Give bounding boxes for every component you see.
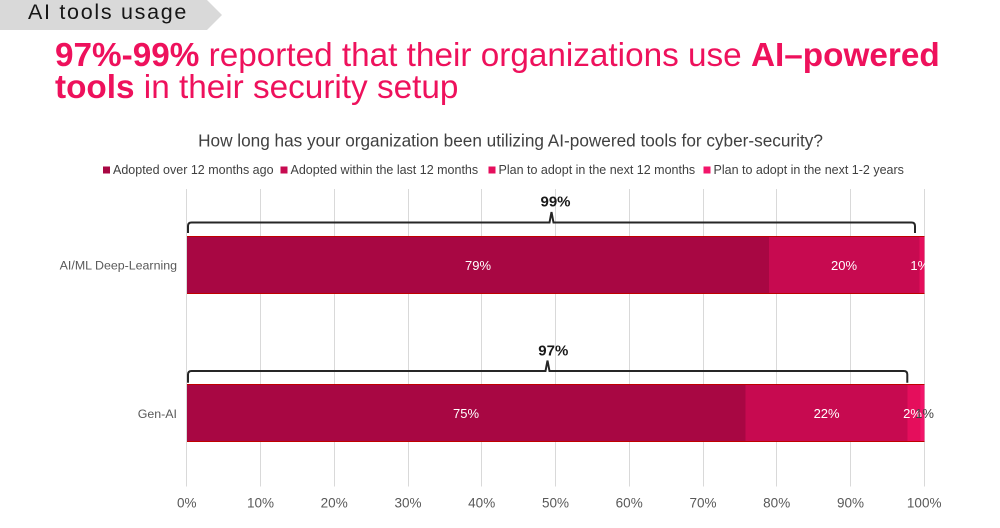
svg-text:30%: 30% (394, 496, 421, 511)
svg-text:50%: 50% (542, 496, 569, 511)
svg-text:22%: 22% (814, 406, 840, 421)
svg-text:How long has your organization: How long has your organization been util… (198, 130, 823, 150)
svg-text:80%: 80% (763, 496, 790, 511)
svg-text:99%: 99% (540, 193, 570, 210)
svg-text:97%: 97% (538, 342, 568, 359)
svg-text:Plan to adopt in the next 1-2: Plan to adopt in the next 1-2 years (714, 163, 904, 177)
svg-text:1%: 1% (910, 258, 929, 273)
svg-text:Adopted over 12 months ago: Adopted over 12 months ago (113, 163, 274, 177)
svg-text:20%: 20% (321, 496, 348, 511)
svg-text:Plan to adopt in the next 12 m: Plan to adopt in the next 12 months (499, 163, 696, 177)
svg-text:40%: 40% (468, 496, 495, 511)
svg-text:0%: 0% (177, 496, 197, 511)
svg-text:10%: 10% (247, 496, 274, 511)
svg-text:100%: 100% (907, 496, 942, 511)
svg-text:75%: 75% (453, 406, 479, 421)
svg-text:90%: 90% (837, 496, 864, 511)
svg-text:1%: 1% (915, 406, 934, 421)
svg-text:79%: 79% (465, 258, 491, 273)
svg-text:Gen-AI: Gen-AI (138, 407, 177, 421)
svg-text:70%: 70% (689, 496, 716, 511)
svg-text:60%: 60% (616, 496, 643, 511)
svg-text:2%: 2% (903, 406, 922, 421)
svg-text:20%: 20% (831, 258, 857, 273)
svg-text:Adopted within the last 12 mon: Adopted within the last 12 months (291, 163, 479, 177)
svg-text:AI/ML Deep-Learning: AI/ML Deep-Learning (60, 259, 177, 273)
